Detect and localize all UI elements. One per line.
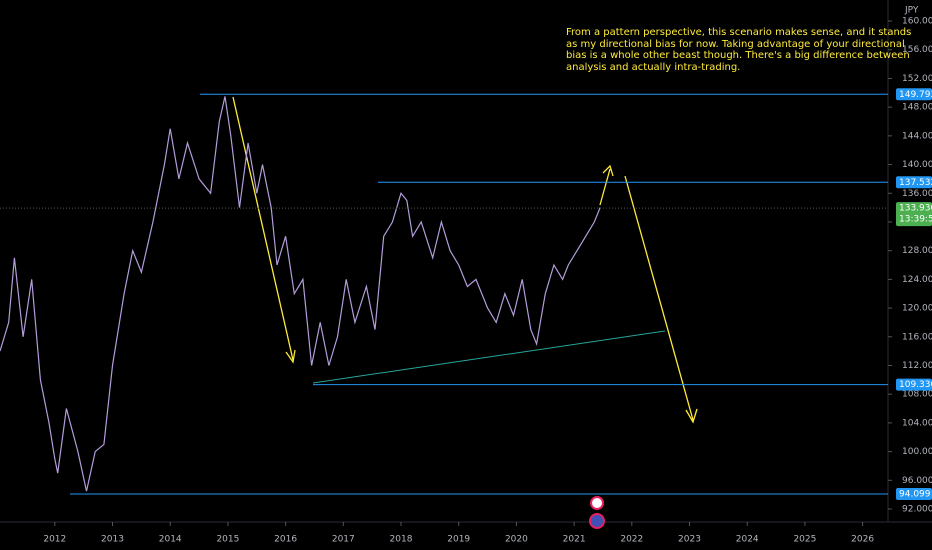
event-icon[interactable] bbox=[590, 496, 604, 510]
x-tick-label: 2022 bbox=[620, 535, 643, 545]
y-tick-label: 136.000 bbox=[902, 189, 932, 199]
y-tick-label: 128.000 bbox=[902, 246, 932, 256]
level-tag bbox=[896, 88, 932, 101]
y-tick-label: 100.000 bbox=[902, 447, 932, 457]
annotation-line: as my directional bias for now. Taking a… bbox=[566, 38, 905, 50]
level-tag bbox=[896, 487, 932, 500]
last-price-label: 133.936 bbox=[899, 204, 932, 214]
y-tick-label: 104.000 bbox=[902, 418, 932, 428]
level-tag bbox=[896, 176, 932, 189]
last-price-tag bbox=[896, 202, 932, 227]
annotation-line: analysis and actually intra-trading. bbox=[566, 61, 741, 73]
y-tick-label: 96.000 bbox=[902, 476, 932, 486]
level-label: 94.099 bbox=[899, 489, 931, 499]
x-tick-label: 2021 bbox=[563, 535, 586, 545]
x-tick-label: 2019 bbox=[447, 535, 470, 545]
y-tick-label: 120.000 bbox=[902, 304, 932, 314]
annotation-line: From a pattern perspective, this scenari… bbox=[566, 27, 912, 38]
y-tick-label: 116.000 bbox=[902, 332, 932, 342]
x-tick-label: 2013 bbox=[101, 535, 124, 545]
x-tick-label: 2015 bbox=[216, 535, 239, 545]
y-tick-label: 144.000 bbox=[902, 131, 932, 141]
y-tick-label: 152.000 bbox=[902, 74, 932, 84]
x-tick-label: 2012 bbox=[43, 535, 66, 545]
annotation-line: bias is a whole other beast though. Ther… bbox=[566, 50, 910, 61]
y-tick-label: 160.000 bbox=[902, 17, 932, 27]
trend-line bbox=[312, 330, 666, 384]
y-tick-label: 124.000 bbox=[902, 275, 932, 285]
y-tick-label: 112.000 bbox=[902, 361, 932, 371]
level-label: 109.336 bbox=[899, 380, 932, 390]
y-tick-label: 148.000 bbox=[902, 103, 932, 113]
x-tick-label: 2014 bbox=[159, 535, 182, 545]
x-tick-label: 2018 bbox=[390, 535, 413, 545]
annotation: From a pattern perspective, this scenari… bbox=[566, 27, 912, 73]
price-line bbox=[0, 96, 601, 492]
y-tick-label: 92.000 bbox=[902, 505, 932, 515]
event-icon[interactable] bbox=[589, 513, 605, 529]
x-tick-label: 2024 bbox=[736, 535, 759, 545]
x-tick-label: 2026 bbox=[851, 535, 874, 545]
y-tick-label: 108.000 bbox=[902, 390, 932, 400]
x-tick-label: 2016 bbox=[274, 535, 297, 545]
x-tick-label: 2017 bbox=[332, 535, 355, 545]
x-tick-label: 2020 bbox=[505, 535, 528, 545]
x-tick-label: 2025 bbox=[793, 535, 816, 545]
x-tick-label: 2023 bbox=[678, 535, 701, 545]
level-label: 149.793 bbox=[899, 90, 932, 100]
countdown: 13:39:54 bbox=[899, 215, 932, 225]
level-label: 137.532 bbox=[899, 178, 932, 188]
y-tick-label: 140.000 bbox=[902, 160, 932, 170]
y-tick-label: 156.000 bbox=[902, 45, 932, 55]
arrows bbox=[232, 96, 698, 424]
currency-label: JPY bbox=[904, 6, 919, 16]
level-tag bbox=[896, 378, 932, 391]
